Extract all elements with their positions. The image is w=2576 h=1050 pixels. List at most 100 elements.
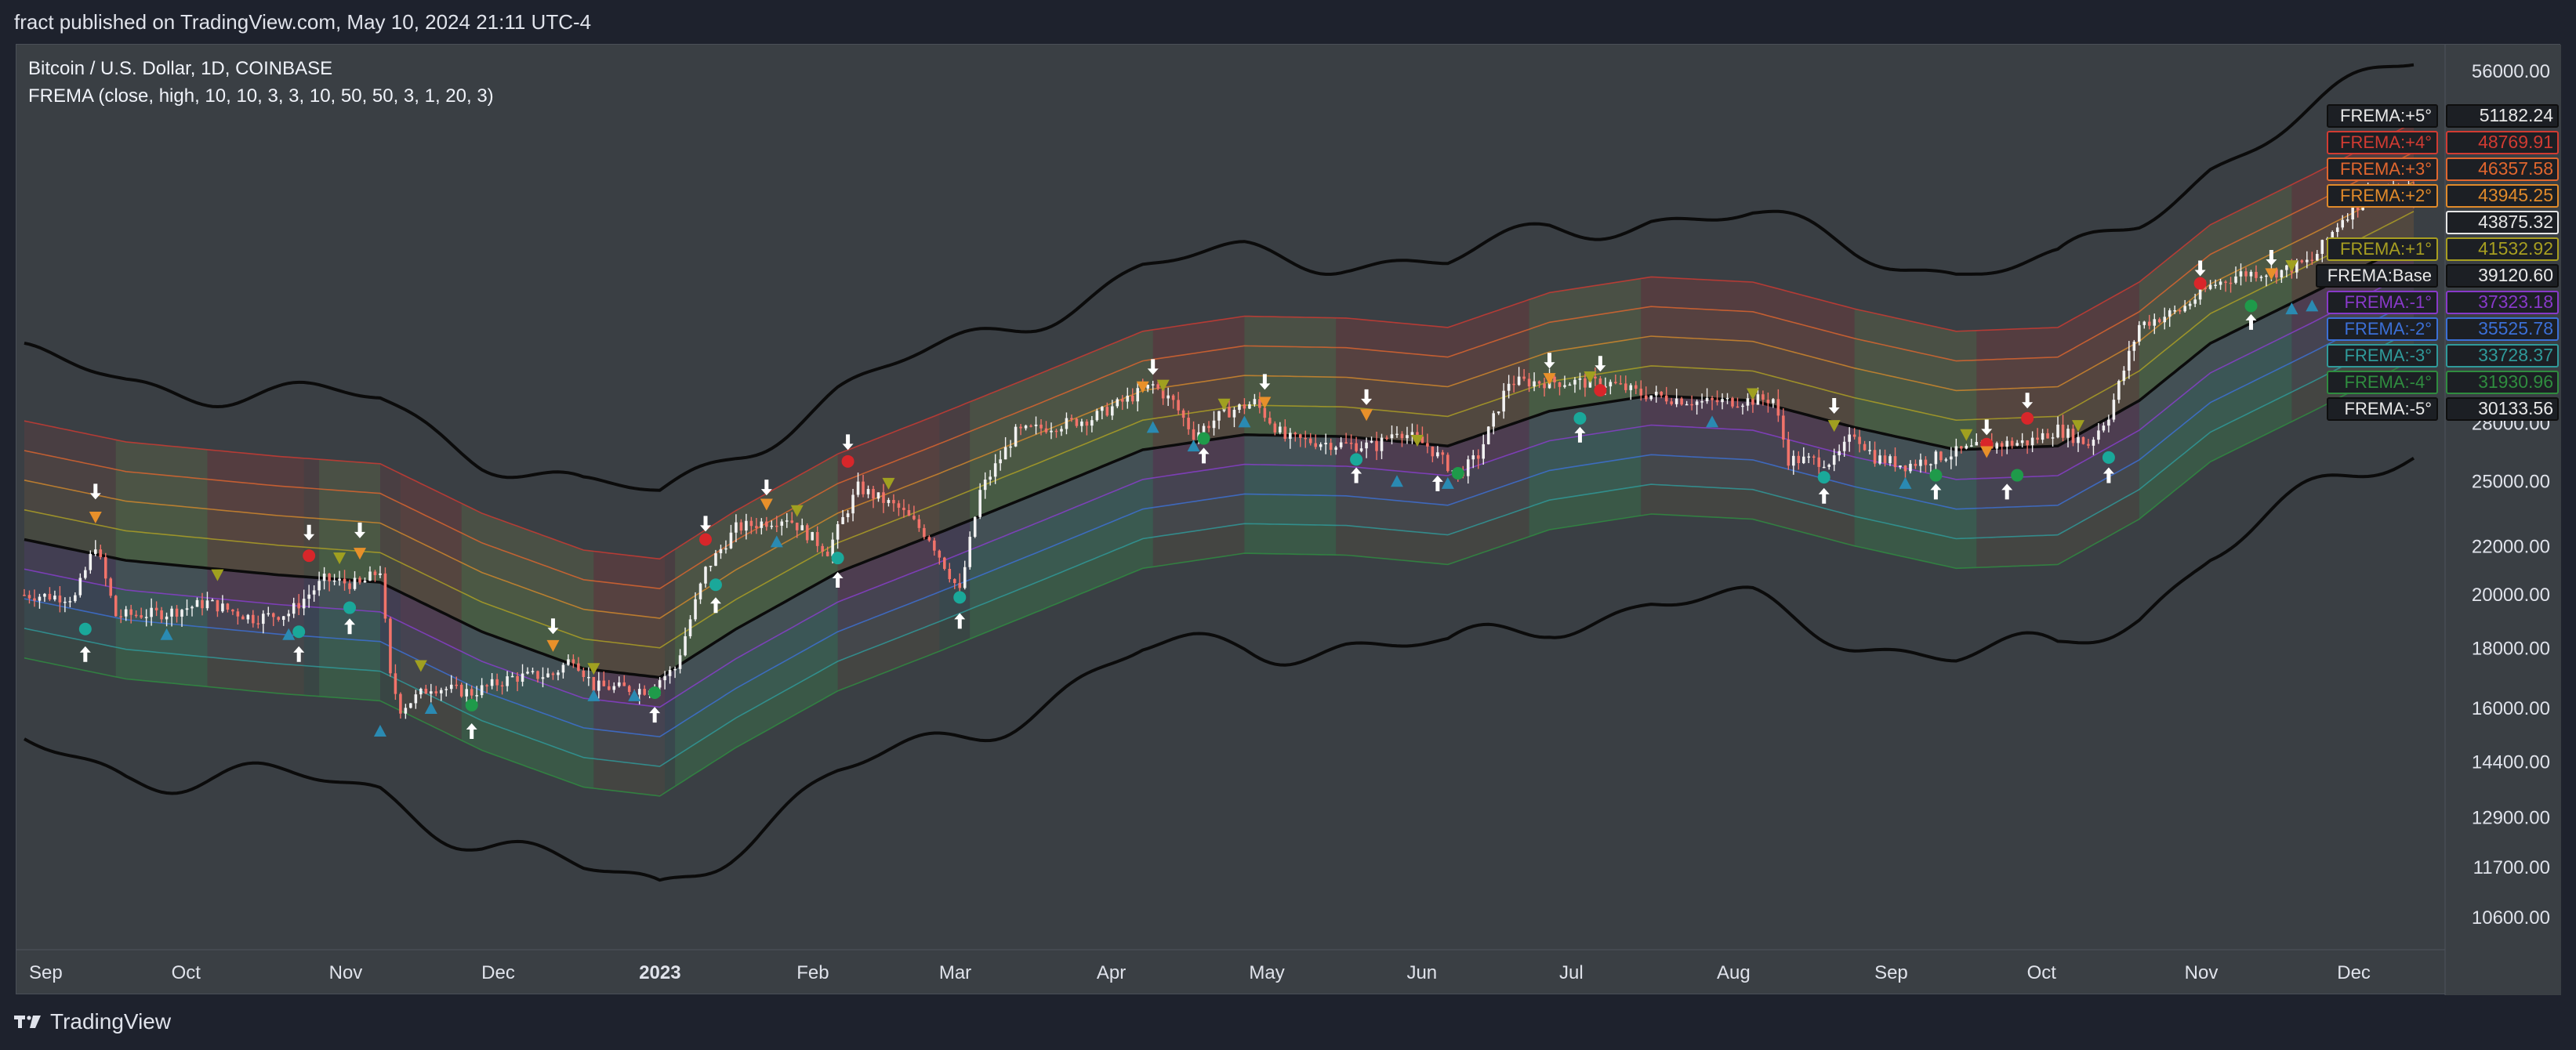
candle-body <box>1848 434 1851 442</box>
signal-arrow-down <box>760 480 772 496</box>
candle-body <box>1003 447 1007 460</box>
signal-triangle-up <box>1706 415 1719 428</box>
candle-body <box>63 601 67 603</box>
candle-body <box>27 595 31 599</box>
candle-body <box>1181 410 1185 418</box>
band-fill-1 <box>24 300 2414 766</box>
candle-body <box>1893 456 1897 468</box>
signal-arrow-down <box>1595 356 1606 372</box>
candle-body <box>587 676 590 679</box>
candle-body <box>2300 260 2304 262</box>
time-axis[interactable]: Sep Oct Nov Dec 2023 Feb Mar Apr May Jun Jul Aug Sep… <box>16 949 2445 983</box>
footer-brand[interactable]: TradingView <box>14 1005 171 1039</box>
band-line-minus-3 <box>24 329 2415 767</box>
candle-body <box>459 684 463 697</box>
candle-body <box>978 490 981 517</box>
level-value-box <box>2446 317 2559 341</box>
candle-body <box>2178 310 2182 312</box>
level-name-label: FREMA:-1° <box>2345 292 2432 312</box>
candle-body <box>1248 404 1251 409</box>
candle-body <box>999 459 1002 464</box>
candle-body <box>1436 452 1439 457</box>
candle-body <box>2204 288 2207 289</box>
signal-arrow-up <box>2001 483 2013 500</box>
level-value-label: 43945.25 <box>2478 185 2553 205</box>
level-value-label: 35525.78 <box>2478 318 2553 339</box>
candle-body <box>475 695 478 697</box>
price-tick-label: 11700.00 <box>2473 857 2550 878</box>
candle-body <box>1960 446 1963 449</box>
candle-body <box>1543 383 1546 389</box>
candle-body <box>1375 440 1378 451</box>
candle-body <box>322 574 326 581</box>
candle-body <box>343 578 346 584</box>
candle-body <box>923 527 926 538</box>
signal-dot <box>2193 277 2207 290</box>
candle-body <box>58 596 62 603</box>
indicator-title[interactable]: FREMA (close, high, 10, 10, 3, 3, 10, 50… <box>28 85 494 107</box>
signal-triangle-down <box>1217 398 1231 411</box>
candle-body <box>836 523 840 540</box>
candle-body <box>1761 394 1765 400</box>
candle-body <box>1359 448 1363 451</box>
signal-dot <box>841 454 854 468</box>
signal-dot <box>2021 411 2034 425</box>
candle-body <box>1298 434 1302 438</box>
candle-body <box>185 608 189 610</box>
candle-body <box>1070 418 1073 420</box>
price-chart[interactable]: 56000.0028000.0025000.0022000.0020000.00… <box>16 45 2561 995</box>
candle-body <box>1527 378 1531 387</box>
candle-body <box>1975 442 1979 446</box>
signal-arrow-down <box>1147 359 1159 375</box>
candle-body <box>1431 446 1435 457</box>
candle-body <box>927 537 931 541</box>
candle-body <box>1329 443 1333 451</box>
candle-body <box>694 599 697 620</box>
candle-body <box>866 489 870 494</box>
signal-dot <box>78 622 92 635</box>
candle-body <box>84 570 87 578</box>
candle-body <box>917 519 921 528</box>
candle-body <box>1903 465 1907 472</box>
candle-body <box>1807 456 1811 458</box>
candle-body <box>1929 464 1932 465</box>
price-tick-label: 12900.00 <box>2472 808 2550 829</box>
candle-body <box>765 521 768 527</box>
candle-body <box>1766 400 1770 404</box>
level-name-box <box>2327 344 2438 368</box>
candle-body <box>1700 401 1703 403</box>
candle-body <box>958 583 962 588</box>
candle-body <box>1817 457 1821 467</box>
candle-body <box>124 609 128 617</box>
symbol-title[interactable]: Bitcoin / U.S. Dollar, 1D, COINBASE <box>28 58 333 79</box>
candle-body <box>1594 376 1597 378</box>
signal-dot <box>1197 432 1210 445</box>
candle-body <box>211 599 214 602</box>
candle-body <box>1075 418 1079 426</box>
candle-body <box>2138 324 2141 342</box>
candle-body <box>724 548 727 550</box>
level-name-label: FREMA:+4° <box>2340 132 2432 152</box>
signal-arrow-up <box>954 613 966 629</box>
signal-triangle-down <box>89 512 102 524</box>
candle-body <box>790 520 794 523</box>
candle-body <box>1634 385 1638 389</box>
candle-body <box>546 673 550 678</box>
candle-body <box>1044 428 1048 433</box>
candle-body <box>414 694 418 704</box>
candle-body <box>1619 383 1623 385</box>
candle-body <box>1899 465 1902 468</box>
candle-body <box>2229 282 2233 284</box>
candle-body <box>1080 421 1083 426</box>
candle-body <box>160 610 163 620</box>
level-name-box <box>2327 317 2438 341</box>
candle-body <box>2183 306 2186 312</box>
candle-body <box>1171 395 1175 400</box>
candle-body <box>1502 390 1505 412</box>
chart-pane[interactable]: 56000.00 28000.00 25000.00 22000.00 20000.00… <box>16 44 2561 995</box>
candle-body <box>1654 391 1658 396</box>
zone-green-14 <box>1854 309 1977 569</box>
candle-body <box>2265 275 2268 277</box>
candle-body <box>231 609 234 612</box>
candle-body <box>150 607 153 617</box>
